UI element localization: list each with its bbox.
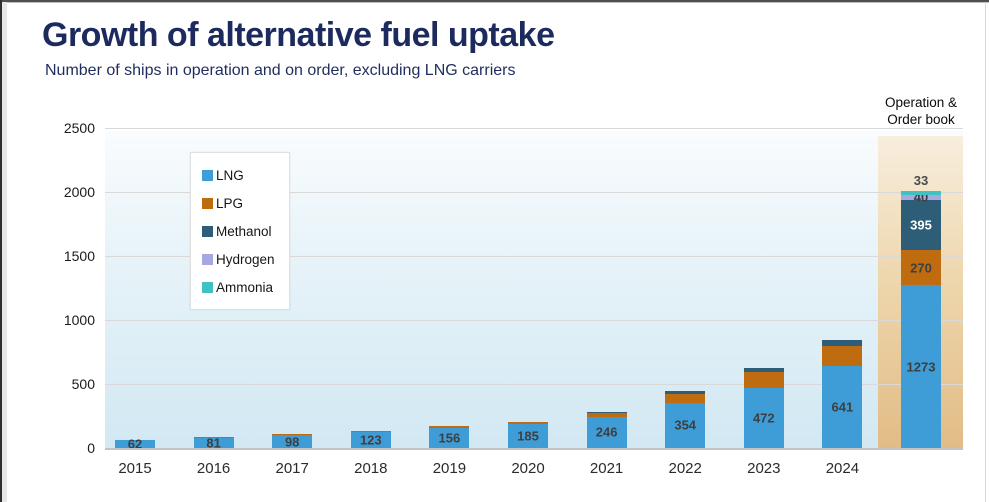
y-axis-label: 1500 bbox=[63, 248, 95, 264]
legend-swatch-icon bbox=[202, 169, 213, 181]
x-axis-label: 2015 bbox=[118, 460, 152, 477]
bar-segment-methanol bbox=[665, 390, 706, 394]
bar-segment-lng bbox=[272, 435, 313, 448]
orderbook-annotation-line2: Order book bbox=[887, 112, 955, 127]
bar-segment-lpg bbox=[743, 371, 784, 388]
bar-segment-lng bbox=[586, 416, 627, 448]
legend-item-hydrogen: Hydrogen bbox=[202, 245, 275, 273]
window-left-gutter bbox=[2, 2, 7, 502]
x-axis-label: 2021 bbox=[589, 460, 624, 477]
legend-swatch-icon bbox=[202, 253, 213, 265]
bar-segment-lpg bbox=[508, 422, 548, 425]
bar-segment-lpg bbox=[193, 436, 234, 438]
bar-segment-lpg bbox=[822, 346, 863, 366]
legend-item-lpg: LPG bbox=[202, 189, 275, 217]
bar-value-label: 156 bbox=[438, 430, 461, 446]
bar-segment-ammonia bbox=[901, 190, 941, 195]
bar-value-label: 354 bbox=[674, 417, 697, 433]
bar-segment-lpg bbox=[901, 250, 941, 286]
legend-label: Hydrogen bbox=[216, 251, 275, 267]
bar-value-label: 270 bbox=[910, 260, 932, 276]
x-axis-line bbox=[105, 448, 963, 450]
gridline bbox=[105, 384, 963, 385]
bar-segment-hydrogen bbox=[901, 194, 941, 200]
chart-subtitle: Number of ships in operation and on orde… bbox=[45, 62, 516, 79]
bar-segment-methanol bbox=[901, 199, 941, 251]
bar-value-label: 1273 bbox=[906, 359, 936, 375]
legend-item-lng: LNG bbox=[202, 161, 275, 189]
x-axis-label: 2023 bbox=[747, 460, 781, 477]
legend-item-ammonia: Ammonia bbox=[202, 273, 275, 301]
bar-value-label: 246 bbox=[595, 424, 618, 440]
bar-segment-lpg bbox=[272, 434, 313, 436]
window-right-edge bbox=[985, 2, 986, 502]
x-axis-label: 2022 bbox=[668, 460, 702, 477]
bar-segment-lpg bbox=[350, 430, 391, 433]
x-axis-label: 2017 bbox=[275, 460, 309, 477]
bar-segment-methanol bbox=[743, 368, 784, 372]
x-axis-label: 2019 bbox=[432, 460, 467, 477]
legend-label: Methanol bbox=[216, 223, 272, 239]
legend-swatch-icon bbox=[202, 225, 213, 237]
bar-value-label: 641 bbox=[831, 399, 854, 415]
window-top-edge-shadow bbox=[0, 2, 989, 3]
window-left-edge bbox=[0, 0, 2, 502]
bar-segment-lng bbox=[350, 432, 391, 448]
bar-value-label: 81 bbox=[206, 435, 221, 451]
legend-label: Ammonia bbox=[216, 279, 274, 295]
bar-segment-lng bbox=[665, 402, 706, 448]
x-axis-label: 2024 bbox=[825, 460, 860, 477]
bar-segment-lng bbox=[743, 387, 784, 448]
chart-title: Growth of alternative fuel uptake bbox=[42, 16, 555, 54]
bar-segment-lng bbox=[429, 428, 470, 448]
legend: LNG LPG Methanol Hydrogen Ammonia bbox=[190, 152, 290, 310]
legend-swatch-icon bbox=[202, 281, 213, 293]
legend-swatch-icon bbox=[202, 197, 213, 209]
bar-segment-lng bbox=[193, 437, 234, 448]
legend-item-methanol: Methanol bbox=[202, 217, 275, 245]
bar-segment-lng bbox=[822, 365, 863, 448]
y-axis-label: 500 bbox=[71, 376, 95, 392]
y-axis-label: 2000 bbox=[63, 184, 95, 200]
orderbook-annotation-line1: Operation & bbox=[884, 95, 958, 110]
legend-label: LPG bbox=[216, 195, 244, 211]
bar-value-label: 395 bbox=[910, 217, 932, 233]
bar-value-label: 62 bbox=[127, 436, 143, 452]
bar-segment-lpg bbox=[429, 425, 470, 429]
y-axis-label: 2500 bbox=[63, 120, 95, 136]
x-axis-label: 2016 bbox=[196, 460, 231, 477]
bar-segment-lpg bbox=[586, 413, 627, 417]
bar-segment-lng bbox=[901, 285, 941, 448]
gridline bbox=[105, 192, 963, 193]
gridline bbox=[105, 128, 963, 129]
bar-segment-lpg bbox=[665, 393, 706, 403]
gridline bbox=[105, 256, 963, 257]
bar-segment-methanol bbox=[586, 411, 627, 414]
bar-value-label: 185 bbox=[517, 428, 539, 444]
orderbook-annotation: Operation & Order book bbox=[865, 94, 977, 128]
x-axis-label: 2018 bbox=[354, 460, 388, 477]
gridline bbox=[105, 320, 963, 321]
bar-value-label: 98 bbox=[284, 434, 300, 450]
x-axis-label: 2020 bbox=[511, 460, 545, 477]
bar-segment-methanol bbox=[822, 340, 863, 347]
bar-value-label: 123 bbox=[359, 432, 382, 448]
window-top-edge bbox=[0, 0, 989, 2]
y-axis-label: 1000 bbox=[63, 312, 95, 328]
legend-label: LNG bbox=[216, 167, 244, 183]
bar-segment-lng bbox=[508, 424, 548, 448]
bar-value-label: 33 bbox=[913, 172, 929, 188]
bar-segment-lng bbox=[115, 440, 155, 448]
y-axis-label: 0 bbox=[87, 440, 95, 456]
bar-value-label: 472 bbox=[752, 410, 775, 426]
